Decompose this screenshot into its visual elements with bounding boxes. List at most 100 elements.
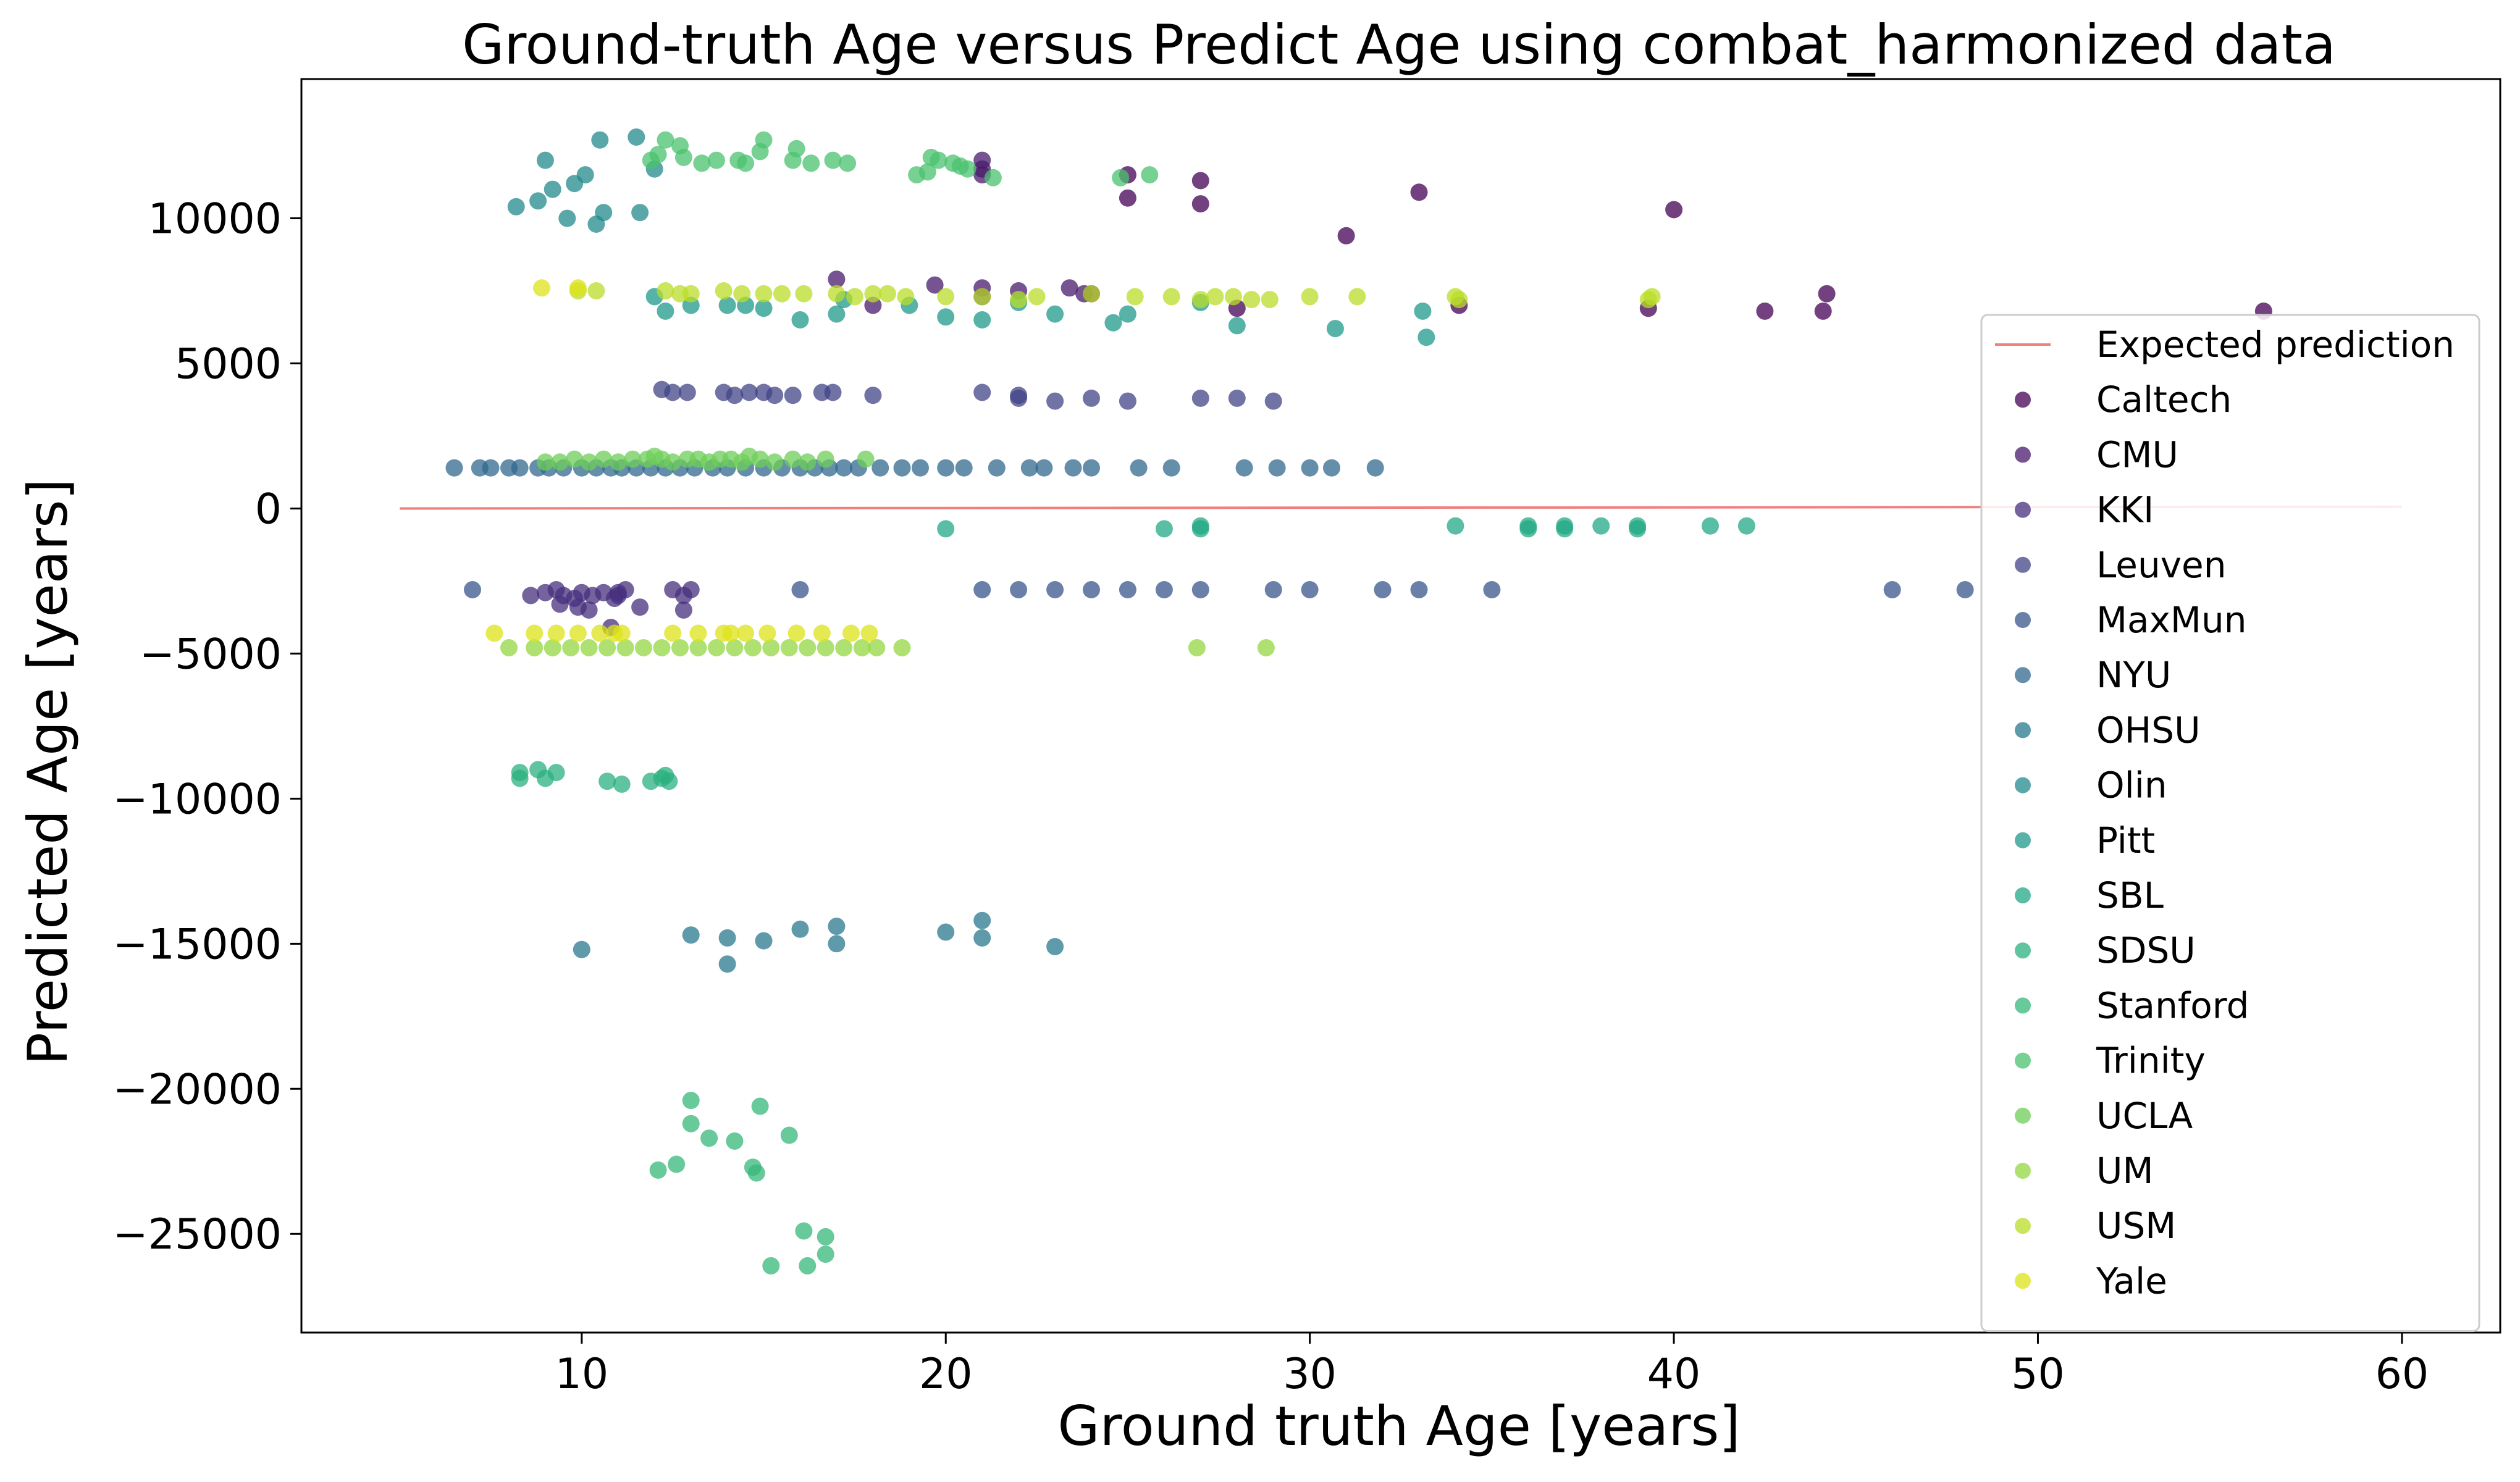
point-stanford-14 xyxy=(817,1228,834,1245)
x-tick-label-30: 30 xyxy=(1283,1350,1337,1399)
point-nyu-39 xyxy=(1235,459,1253,477)
point-ucla-2 xyxy=(566,450,584,468)
point-maxmun-9 xyxy=(1264,581,1282,598)
point-maxmun-12 xyxy=(1410,581,1428,598)
legend-label-olin: Olin xyxy=(2096,764,2167,806)
point-olin-11 xyxy=(631,204,649,222)
x-tick-label-20: 20 xyxy=(919,1350,973,1399)
y-tick-label--20000: −20000 xyxy=(113,1065,282,1114)
point-trinity-2 xyxy=(657,131,674,149)
point-maxmun-15 xyxy=(1956,581,1974,598)
point-maxmun-6 xyxy=(1119,581,1136,598)
point-trinity-17 xyxy=(918,163,936,181)
x-axis-label: Ground truth Age [years] xyxy=(1057,1394,1740,1458)
point-um-14 xyxy=(762,639,780,656)
point-kki-0 xyxy=(522,587,540,605)
point-usm-25 xyxy=(1243,291,1261,309)
point-maxmun-0 xyxy=(464,581,481,598)
series-sbl xyxy=(937,517,1755,538)
point-sbl-3 xyxy=(1191,520,1209,538)
point-usm-1 xyxy=(587,282,605,299)
legend-label-um: UM xyxy=(2096,1150,2154,1192)
point-olin-0 xyxy=(507,198,525,216)
point-nyu-25 xyxy=(835,459,853,477)
point-caltech-11 xyxy=(1818,285,1836,303)
point-yale-0 xyxy=(485,624,503,642)
point-ohsu-9 xyxy=(973,911,991,929)
legend-label-cmu: CMU xyxy=(2096,433,2178,475)
point-pitt-1 xyxy=(657,302,674,320)
point-yale-14 xyxy=(813,624,831,642)
point-pitt-14 xyxy=(1104,314,1122,332)
point-stanford-11 xyxy=(795,1222,813,1240)
point-um-5 xyxy=(598,639,616,656)
legend-swatch-nyu xyxy=(2015,667,2031,684)
legend-swatch-um xyxy=(2015,1163,2031,1179)
point-trinity-15 xyxy=(839,154,857,172)
point-usm-13 xyxy=(878,285,896,303)
series-stanford xyxy=(649,1092,834,1275)
point-nyu-40 xyxy=(1268,459,1286,477)
point-ohsu-8 xyxy=(937,923,955,941)
point-nyu-4 xyxy=(511,459,529,477)
point-usm-4 xyxy=(682,285,700,303)
point-ohsu-0 xyxy=(573,940,590,958)
point-um-21 xyxy=(893,639,911,656)
series-pitt xyxy=(645,288,1435,346)
legend-label-expected-prediction: Expected prediction xyxy=(2096,324,2455,366)
legend-label-sdsu: SDSU xyxy=(2096,929,2196,971)
point-sbl-0 xyxy=(937,520,955,538)
legend-label-pitt: Pitt xyxy=(2096,819,2155,861)
point-um-16 xyxy=(799,639,817,656)
point-um-1 xyxy=(526,639,544,656)
point-usm-11 xyxy=(846,288,863,306)
point-caltech-10 xyxy=(1814,302,1832,320)
point-maxmun-3 xyxy=(1010,581,1028,598)
point-usm-19 xyxy=(1083,285,1100,303)
point-usm-28 xyxy=(1348,288,1366,306)
chart-title: Ground-truth Age versus Predict Age usin… xyxy=(462,13,2336,77)
legend-box xyxy=(1980,314,2480,1333)
y-tick-label-0: 0 xyxy=(255,485,282,534)
point-kki-19 xyxy=(674,601,692,619)
point-kki-20 xyxy=(609,587,627,605)
point-ucla-3 xyxy=(580,453,598,471)
point-nyu-36 xyxy=(1083,459,1100,477)
point-yale-8 xyxy=(689,624,707,642)
point-nyu-35 xyxy=(1064,459,1082,477)
legend-swatch-maxmun xyxy=(2015,612,2031,628)
point-olin-6 xyxy=(576,166,594,184)
point-yale-17 xyxy=(533,279,550,297)
point-sdsu-5 xyxy=(598,772,616,790)
point-olin-9 xyxy=(595,204,613,222)
point-pitt-19 xyxy=(1414,302,1432,320)
legend-swatch-olin xyxy=(2015,777,2031,793)
point-leuven-11 xyxy=(864,387,882,404)
point-ucla-6 xyxy=(624,450,642,468)
point-leuven-17 xyxy=(1119,392,1136,410)
y-tick-label--15000: −15000 xyxy=(113,920,282,969)
point-trinity-25 xyxy=(1141,166,1159,184)
point-maxmun-13 xyxy=(1483,581,1501,598)
point-yale-1 xyxy=(526,624,544,642)
point-sbl-9 xyxy=(1592,517,1610,535)
point-caltech-2 xyxy=(1191,172,1209,190)
point-yale-15 xyxy=(842,624,860,642)
point-sdsu-1 xyxy=(511,764,529,782)
legend-label-kki: KKI xyxy=(2096,489,2154,531)
point-sbl-8 xyxy=(1556,520,1574,538)
legend-swatch-stanford xyxy=(2015,997,2031,1014)
point-sbl-1 xyxy=(1155,520,1173,538)
point-ucla-18 xyxy=(751,450,769,468)
point-trinity-4 xyxy=(674,148,692,166)
y-tick-label-5000: 5000 xyxy=(175,340,282,389)
point-stanford-12 xyxy=(799,1257,817,1275)
y-tick-label-10000: 10000 xyxy=(148,195,282,244)
point-leuven-4 xyxy=(726,387,744,404)
plot-points xyxy=(445,128,2272,1275)
point-leuven-1 xyxy=(664,383,682,401)
point-maxmun-5 xyxy=(1083,581,1100,598)
point-stanford-3 xyxy=(682,1115,700,1132)
point-maxmun-7 xyxy=(1155,581,1173,598)
point-stanford-10 xyxy=(780,1126,798,1144)
